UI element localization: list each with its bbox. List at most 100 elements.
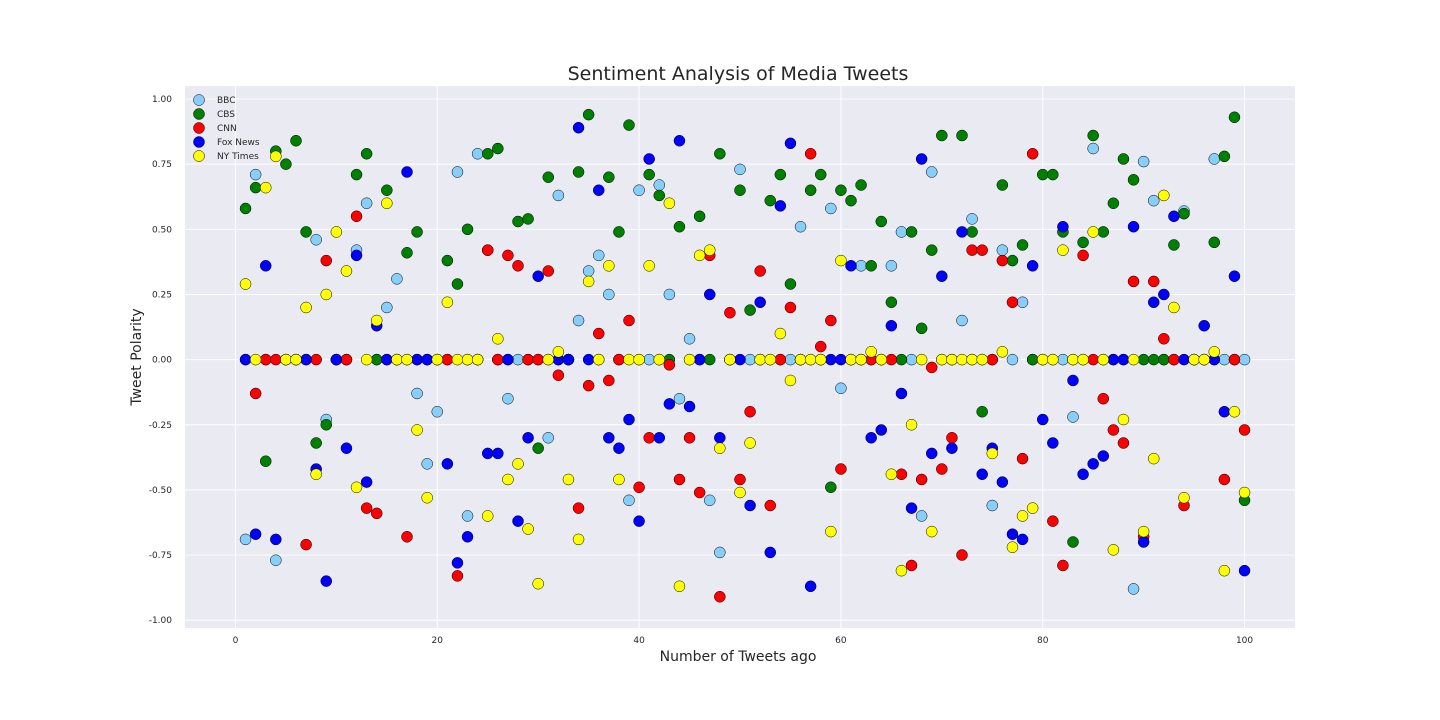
data-point [1107,353,1120,366]
data-point [1036,168,1049,181]
data-point [1238,486,1251,499]
data-point [1097,450,1110,462]
data-point [411,353,423,366]
data-point [915,473,928,486]
y-tick-label: 0.00 [152,356,172,366]
data-point [360,353,373,366]
data-point [714,590,726,603]
data-point [259,260,272,272]
data-point [532,270,544,282]
data-point [1228,405,1241,418]
data-point [1147,275,1160,288]
data-point [512,458,524,470]
data-point [1158,353,1170,366]
data-point [814,353,827,366]
data-point [441,353,454,366]
x-tick-label: 0 [233,636,239,646]
data-point [360,476,373,488]
data-point [946,353,958,366]
data-point [572,502,585,514]
data-points [239,108,1251,603]
legend-marker [193,122,205,134]
data-point [592,327,605,340]
data-point [744,437,756,449]
data-point [845,260,857,272]
data-point [421,491,433,504]
data-point [643,432,655,444]
data-point [572,166,585,178]
data-point [693,210,706,223]
y-tick-label: -1.00 [149,616,173,626]
data-point [754,296,766,309]
data-point [986,499,999,512]
data-point [744,405,756,418]
data-point [1168,210,1180,223]
data-point [744,304,756,316]
data-point [1077,468,1089,481]
data-point [461,353,474,366]
data-point [1127,583,1140,595]
data-point [693,486,706,499]
data-point [492,142,504,155]
data-point [1117,353,1130,366]
data-point [360,148,373,160]
data-point [764,546,777,559]
data-point [976,405,988,418]
data-point [431,353,444,366]
data-point [804,184,817,196]
data-point [774,353,787,366]
data-point [461,531,474,543]
data-point [1087,129,1099,142]
data-point [481,447,494,460]
data-point [895,468,908,481]
data-point [673,220,686,233]
data-point [401,531,413,543]
data-point [582,275,595,288]
data-point [300,226,312,238]
data-point [290,353,302,366]
data-point [1026,148,1039,160]
y-tick-label: -0.25 [149,421,172,431]
data-point [370,353,383,366]
data-point [835,382,847,395]
data-point [310,468,322,481]
data-point [1077,353,1089,366]
data-point [1006,254,1019,267]
data-point [633,184,645,196]
data-point [623,494,635,507]
data-point [542,265,555,277]
data-point [1026,502,1039,514]
data-point [582,379,595,392]
data-point [825,202,837,215]
data-point [613,473,625,486]
data-point [784,137,797,150]
data-point [381,197,393,210]
data-point [270,554,282,566]
data-point [683,432,696,444]
data-point [814,168,827,181]
data-point [1228,111,1241,124]
data-point [239,278,252,290]
data-point [421,353,433,366]
data-point [764,194,777,207]
data-point [502,353,514,366]
data-point [804,580,817,593]
data-point [643,353,655,366]
legend-label: CNN [217,124,237,134]
data-point [663,197,676,210]
data-point [1036,353,1049,366]
data-point [744,499,756,512]
data-point [996,244,1009,256]
data-point [1047,168,1059,181]
data-point [653,189,666,202]
legend-label: CBS [217,110,235,120]
data-point [986,353,999,366]
data-point [451,278,464,290]
data-point [966,213,978,225]
data-point [471,148,484,160]
y-tick-label: 1.00 [152,95,172,105]
data-point [885,260,898,272]
data-point [1238,424,1251,436]
data-point [340,442,353,454]
data-point [300,301,312,314]
